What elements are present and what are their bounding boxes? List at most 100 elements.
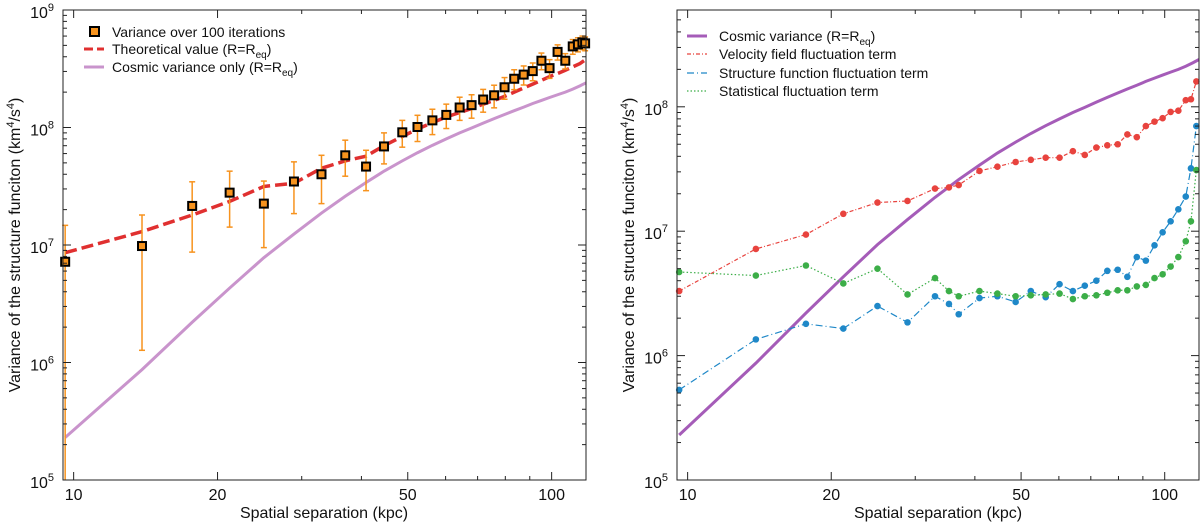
data-point-marker xyxy=(1187,218,1195,225)
data-point-marker xyxy=(1027,292,1035,299)
data-point-marker xyxy=(536,55,547,66)
left-xtick-label: 20 xyxy=(209,487,227,504)
data-point-marker xyxy=(931,185,939,192)
right-series xyxy=(675,58,1200,437)
data-point-marker xyxy=(904,319,911,326)
data-point-marker xyxy=(187,200,198,211)
data-point-marker xyxy=(1142,257,1150,264)
data-point-marker xyxy=(1159,114,1166,122)
data-point-marker xyxy=(1103,267,1111,275)
right-x-axis-label: Spatial separation (kpc) xyxy=(854,505,1022,522)
right-y-axis-label: Variance of the structure funciton (km4/… xyxy=(619,98,638,393)
data-point-marker xyxy=(1056,154,1063,161)
right-ytick-label: 106 xyxy=(644,348,668,368)
left-xtick-label: 50 xyxy=(399,487,417,504)
right-ytick-label: 107 xyxy=(644,223,668,243)
data-point-marker xyxy=(1182,96,1190,104)
data-point-marker xyxy=(752,245,760,253)
data-point-marker xyxy=(1151,242,1158,249)
data-point-marker xyxy=(976,294,983,302)
data-point-marker xyxy=(441,109,452,120)
data-point-marker xyxy=(904,291,911,298)
data-point-marker xyxy=(288,176,299,187)
data-point-marker xyxy=(840,325,847,332)
data-point-marker xyxy=(1142,122,1150,130)
data-point-marker xyxy=(931,292,939,300)
data-point-marker xyxy=(544,63,555,74)
legend-label: Variance over 100 iterations xyxy=(112,24,285,40)
legend-label: Statistical fluctuation term xyxy=(719,83,879,99)
data-point-marker xyxy=(1056,280,1063,288)
cosmic-variance-line xyxy=(64,81,587,439)
left-ytick-label: 106 xyxy=(30,355,54,375)
data-point-marker xyxy=(1187,165,1195,172)
data-point-marker xyxy=(931,274,939,282)
data-point-marker xyxy=(1093,277,1100,285)
left-ytick-label: 107 xyxy=(30,237,54,257)
data-point-marker xyxy=(1124,286,1131,294)
structure-function-fluctuation-term-line xyxy=(678,125,1197,391)
data-point-marker xyxy=(1012,298,1019,306)
left-major-ticks xyxy=(63,9,586,481)
data-point-marker xyxy=(1167,108,1174,116)
left-panel: 10 20 50 100 105 106 107 108 109 Spatial… xyxy=(5,2,591,522)
data-point-marker xyxy=(904,197,911,205)
data-point-marker xyxy=(489,90,500,101)
data-point-marker xyxy=(1012,292,1019,300)
right-panel: 10 20 50 100 105 106 107 108 Spatial sep… xyxy=(619,9,1200,522)
left-xtick-label: 100 xyxy=(538,487,565,504)
right-xtick-label: 100 xyxy=(1151,487,1178,504)
data-point-marker xyxy=(1114,266,1121,274)
data-point-marker xyxy=(361,161,372,172)
data-point-marker xyxy=(1159,271,1166,278)
data-point-marker xyxy=(1069,147,1077,155)
data-point-marker xyxy=(518,69,529,80)
data-point-marker xyxy=(1124,273,1131,281)
data-point-marker xyxy=(1124,131,1131,138)
data-point-marker xyxy=(994,163,1001,170)
right-xtick-label: 50 xyxy=(1012,487,1030,504)
data-point-marker xyxy=(560,55,571,66)
data-point-marker xyxy=(1159,228,1166,236)
data-point-marker xyxy=(1042,291,1049,298)
data-point-marker xyxy=(137,241,148,252)
legend-label: Structure function fluctuation term xyxy=(719,65,928,81)
data-point-marker xyxy=(1175,107,1182,115)
data-point-marker xyxy=(1151,274,1158,282)
right-xtick-label: 10 xyxy=(679,487,697,504)
data-point-marker xyxy=(955,292,963,300)
data-point-marker xyxy=(412,121,423,132)
data-point-marker xyxy=(1133,253,1141,261)
data-point-marker xyxy=(1081,151,1089,159)
data-point-marker xyxy=(945,184,953,191)
data-point-marker xyxy=(1114,140,1121,148)
data-point-marker xyxy=(1093,292,1100,299)
data-point-marker xyxy=(340,150,351,161)
data-point-marker xyxy=(874,199,881,206)
data-point-marker xyxy=(224,187,235,198)
data-point-marker xyxy=(1056,290,1063,297)
data-point-marker xyxy=(874,265,881,272)
data-point-marker xyxy=(840,280,847,287)
data-point-marker xyxy=(675,287,683,295)
data-point-marker xyxy=(552,46,563,57)
data-point-marker xyxy=(527,66,538,77)
data-point-marker xyxy=(675,386,683,394)
data-point-marker xyxy=(1042,154,1049,161)
data-point-marker xyxy=(1114,286,1121,294)
data-point-marker xyxy=(945,287,953,295)
cosmic-variance-r-req-line xyxy=(678,58,1200,437)
data-point-marker xyxy=(1193,78,1200,85)
data-point-marker xyxy=(1069,295,1077,303)
data-point-marker xyxy=(397,127,408,138)
data-point-marker xyxy=(802,320,810,328)
right-ytick-label: 105 xyxy=(644,472,668,492)
data-point-marker xyxy=(258,198,269,209)
legend-label: Cosmic variance (R=Req) xyxy=(719,28,875,48)
legend-label: Theoretical value (R=Req) xyxy=(112,41,271,61)
data-point-marker xyxy=(752,272,760,279)
data-point-marker xyxy=(1103,289,1111,297)
data-point-marker xyxy=(60,256,71,267)
data-point-marker xyxy=(840,210,847,218)
